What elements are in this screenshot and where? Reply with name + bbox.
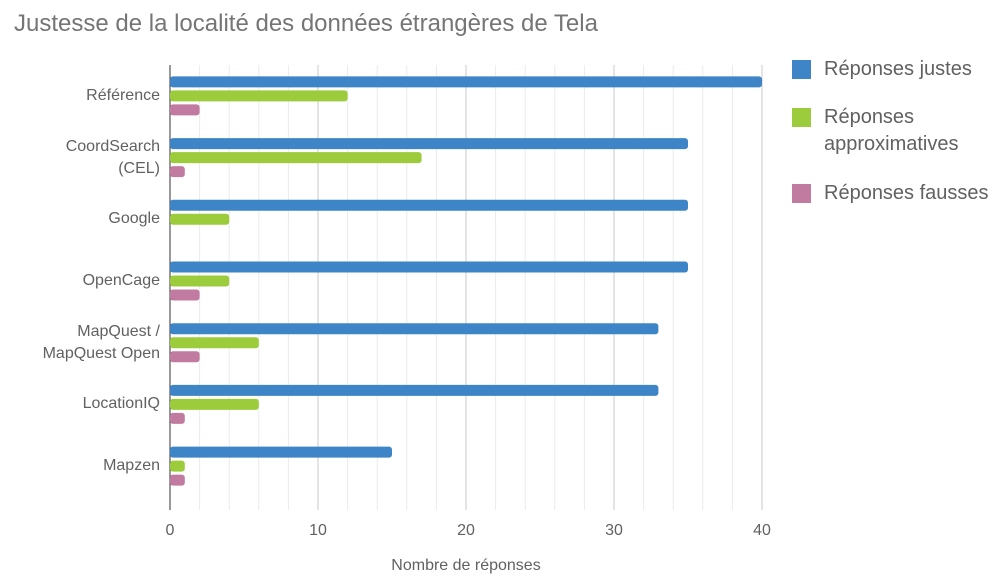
bar <box>170 412 185 424</box>
y-tick-label: Mapzen <box>103 457 160 475</box>
chart-title: Justesse de la localité des données étra… <box>14 10 598 37</box>
bar <box>170 289 200 301</box>
bar <box>170 138 688 150</box>
x-axis-title: Nombre de réponses <box>391 557 540 574</box>
bar <box>170 275 230 287</box>
bar <box>170 446 392 458</box>
bar <box>170 90 348 102</box>
legend-label: Réponses justes <box>824 58 972 80</box>
legend-swatch <box>792 108 811 127</box>
bar <box>170 323 659 335</box>
y-tick-label: LocationIQ <box>82 395 160 413</box>
bar <box>170 474 185 486</box>
y-tick-label: OpenCage <box>82 272 160 289</box>
legend-swatch <box>792 184 811 203</box>
legend-swatch <box>792 60 811 79</box>
bar <box>170 460 185 472</box>
y-tick-label: Référence <box>86 86 160 104</box>
bar <box>170 104 200 116</box>
bar <box>170 351 200 363</box>
x-tick-label: 20 <box>457 522 475 539</box>
bar <box>170 398 259 410</box>
bar <box>170 337 259 349</box>
x-tick-label: 40 <box>753 522 771 539</box>
x-tick-label: 0 <box>166 522 175 539</box>
y-tick-label: MapQuest / MapQuest Open <box>42 322 160 362</box>
bar <box>170 213 230 225</box>
bar <box>170 152 422 164</box>
bar <box>170 199 688 211</box>
x-tick-label: 30 <box>605 522 623 539</box>
bar <box>170 76 762 88</box>
y-tick-label: CoordSearch (CEL) <box>65 137 160 177</box>
bar <box>170 261 688 273</box>
legend-label: Réponses approximatives <box>824 106 959 155</box>
bar <box>170 384 659 396</box>
legend-label: Réponses fausses <box>824 182 989 204</box>
bar <box>170 166 185 178</box>
y-tick-label: Google <box>108 210 160 228</box>
x-tick-label: 10 <box>309 522 327 539</box>
